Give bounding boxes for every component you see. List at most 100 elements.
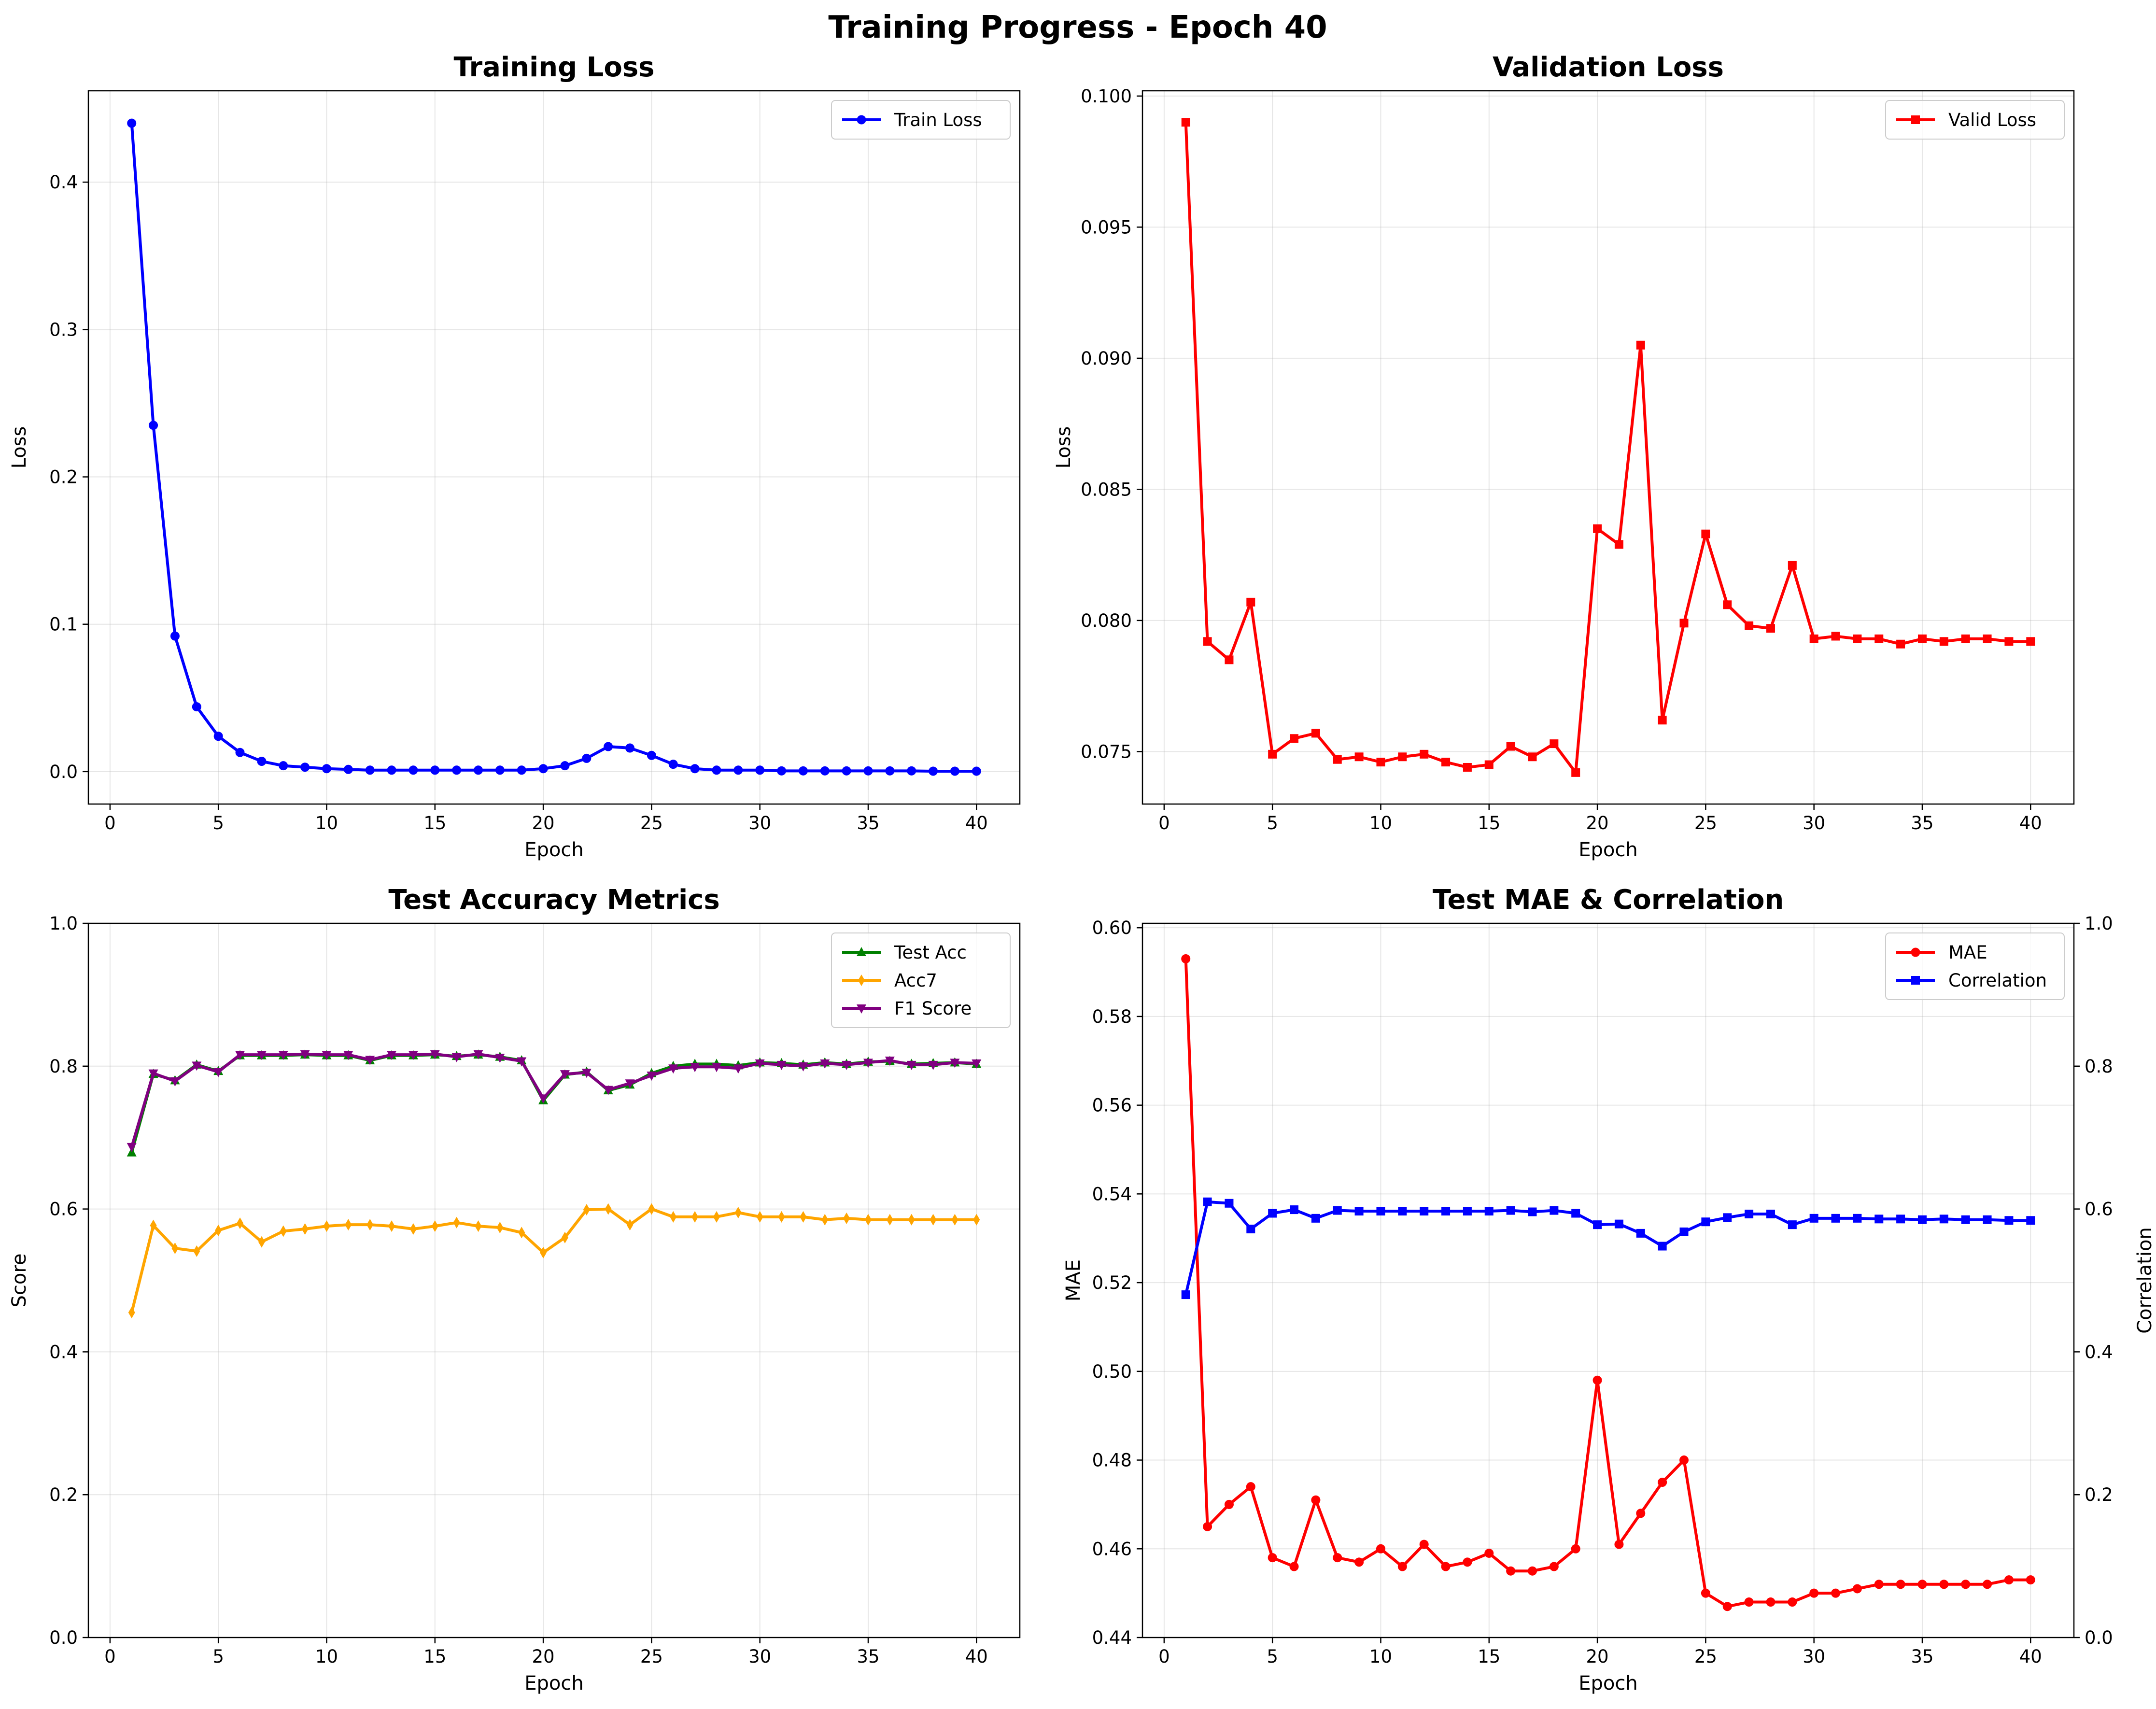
- data-point: [1354, 752, 1364, 762]
- x-tick-label: 40: [2019, 1646, 2042, 1667]
- data-point: [1398, 1207, 1407, 1216]
- data-point: [885, 1056, 895, 1066]
- data-point: [1874, 1580, 1884, 1589]
- chart-title: Test MAE & Correlation: [1433, 884, 1784, 916]
- data-point: [648, 1203, 655, 1215]
- data-point: [625, 1079, 635, 1089]
- data-point: [1550, 739, 1559, 749]
- y-axis-label: MAE: [1062, 1259, 1085, 1301]
- data-point: [1376, 1207, 1385, 1216]
- data-point: [213, 732, 223, 741]
- data-point: [2004, 1575, 2014, 1585]
- x-tick-label: 30: [1803, 1646, 1825, 1667]
- x-tick-label: 25: [1694, 1646, 1717, 1667]
- figure-title: Training Progress - Epoch 40: [828, 10, 1327, 45]
- y-tick-label: 0.46: [1092, 1539, 1132, 1559]
- data-point: [733, 765, 743, 775]
- data-point: [301, 1223, 309, 1235]
- legend-marker: [1911, 976, 1920, 985]
- series-f1-score: [127, 1050, 982, 1152]
- data-point: [1939, 637, 1948, 646]
- series-line: [1184, 1200, 2031, 1295]
- data-point: [1550, 1206, 1559, 1215]
- y-tick-label: 0.080: [1081, 610, 1132, 631]
- data-point: [690, 764, 700, 774]
- data-point: [322, 1051, 332, 1060]
- data-point: [1181, 954, 1191, 963]
- data-point: [1376, 1544, 1385, 1554]
- data-point: [972, 1059, 982, 1069]
- data-point: [1333, 1206, 1342, 1215]
- data-point: [1723, 1213, 1732, 1222]
- data-point: [1831, 1588, 1841, 1598]
- data-point: [950, 766, 959, 776]
- data-point: [1917, 1580, 1927, 1589]
- data-point: [800, 1211, 807, 1223]
- x-tick-label: 0: [1158, 813, 1170, 833]
- data-point: [777, 766, 787, 776]
- y-tick-label: 0.095: [1081, 217, 1132, 238]
- data-point: [1484, 760, 1494, 769]
- data-point: [863, 1059, 873, 1068]
- data-point: [820, 766, 830, 776]
- data-point: [734, 1206, 742, 1218]
- data-point: [776, 1060, 787, 1070]
- data-point: [1420, 749, 1429, 759]
- data-point: [626, 1219, 634, 1231]
- data-point: [1961, 1215, 1970, 1224]
- data-point: [1983, 634, 1992, 643]
- x-tick-label: 35: [1911, 813, 1933, 833]
- chart-title: Training Loss: [454, 52, 655, 83]
- data-point: [496, 1222, 504, 1234]
- legend-label: MAE: [1948, 942, 1987, 963]
- data-point: [278, 1051, 288, 1060]
- legend-label: Correlation: [1948, 970, 2047, 991]
- data-point: [453, 1216, 460, 1229]
- data-point: [452, 765, 462, 775]
- data-point: [257, 757, 267, 766]
- data-point: [235, 748, 245, 757]
- x-axis-label: Epoch: [1578, 839, 1637, 861]
- data-point: [928, 1060, 938, 1070]
- data-point: [1506, 742, 1515, 751]
- series-line: [130, 1052, 977, 1147]
- y-right-tick-label: 0.8: [2085, 1056, 2113, 1077]
- x-tick-label: 15: [423, 813, 446, 833]
- plot-frame: [87, 90, 1021, 805]
- data-point: [733, 1064, 743, 1074]
- data-point: [258, 1236, 265, 1248]
- data-point: [1896, 639, 1905, 649]
- data-point: [1636, 1229, 1645, 1238]
- data-point: [1788, 561, 1797, 570]
- y-axis-label: Loss: [1053, 426, 1075, 469]
- x-tick-label: 10: [315, 813, 338, 833]
- data-point: [886, 1214, 893, 1226]
- data-point: [821, 1214, 829, 1226]
- y-tick-label: 0.1: [49, 614, 78, 635]
- y-tick-label: 0.54: [1092, 1184, 1132, 1204]
- x-tick-label: 15: [1478, 813, 1500, 833]
- y-tick-label: 0.0: [49, 762, 78, 782]
- data-point: [755, 765, 765, 775]
- data-point: [387, 765, 396, 775]
- data-point: [1679, 1455, 1689, 1465]
- data-point: [1484, 1207, 1494, 1216]
- data-point: [1788, 1220, 1797, 1229]
- chart-title: Test Accuracy Metrics: [388, 884, 719, 916]
- data-point: [1311, 1495, 1321, 1505]
- legend-marker: [857, 1004, 866, 1014]
- data-point: [1441, 1562, 1451, 1571]
- data-point: [213, 1068, 224, 1077]
- data-point: [473, 765, 483, 775]
- legend: MAE Correlation: [1885, 932, 2065, 1000]
- x-tick-label: 0: [104, 1646, 116, 1667]
- data-point: [1593, 1220, 1602, 1229]
- data-point: [820, 1059, 830, 1069]
- data-point: [518, 1227, 525, 1239]
- y-tick-label: 0.2: [49, 1484, 78, 1505]
- data-point: [1420, 1207, 1429, 1216]
- data-point: [366, 1219, 374, 1231]
- data-point: [1939, 1215, 1948, 1224]
- data-point: [1658, 1477, 1667, 1487]
- data-point: [409, 765, 418, 775]
